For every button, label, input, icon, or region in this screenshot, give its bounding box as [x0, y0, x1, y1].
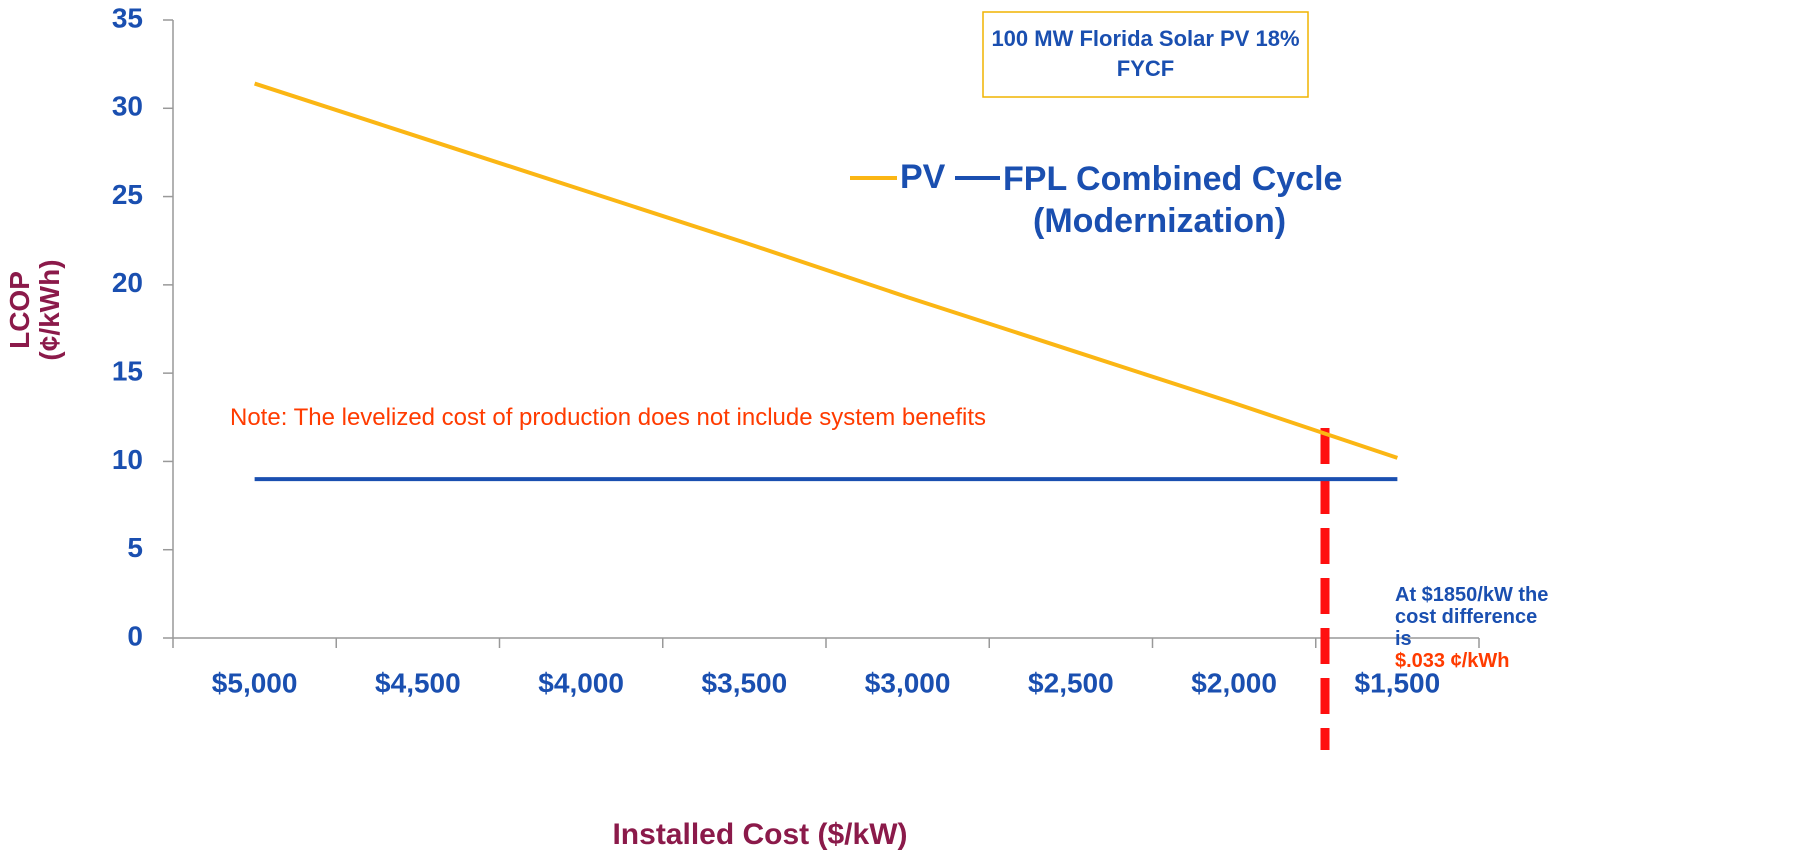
x-tick-label: $3,500	[702, 667, 788, 698]
x-tick-label: $2,000	[1191, 667, 1277, 698]
legend-label: PV	[900, 158, 946, 196]
x-tick-label: $3,000	[865, 667, 951, 698]
legend-label: FPL Combined Cycle (Modernization)	[1003, 160, 1343, 240]
y-tick-label: 35	[112, 2, 143, 33]
y-tick-label: 0	[127, 620, 143, 651]
note: Note: The levelized cost of production d…	[230, 404, 986, 431]
annotation-text: At $1850/kW the cost difference is	[1395, 584, 1549, 650]
x-tick-label: $5,000	[212, 667, 298, 698]
x-axis-title: Installed Cost ($/kW)	[612, 818, 908, 851]
y-tick-label: 30	[112, 91, 143, 122]
y-tick-label: 15	[112, 356, 143, 387]
annotation-box	[982, 11, 1309, 98]
x-tick-label: $4,500	[375, 667, 461, 698]
x-tick-label: $2,500	[1028, 667, 1114, 698]
y-tick-label: 20	[112, 267, 143, 298]
y-tick-label: 25	[112, 179, 143, 210]
x-tick-label: $4,000	[538, 667, 624, 698]
annotation-text: 100 MW Florida Solar PV 18% FYCF	[991, 26, 1300, 81]
x-tick-label: $1,500	[1355, 667, 1441, 698]
y-tick-label: 10	[112, 444, 143, 475]
y-axis-title: LCOP (¢/kWh)	[4, 259, 65, 361]
series-line	[254, 81, 1399, 460]
annotation-text: $.033 ¢/kWh	[1395, 650, 1510, 672]
y-tick-label: 5	[127, 532, 143, 563]
